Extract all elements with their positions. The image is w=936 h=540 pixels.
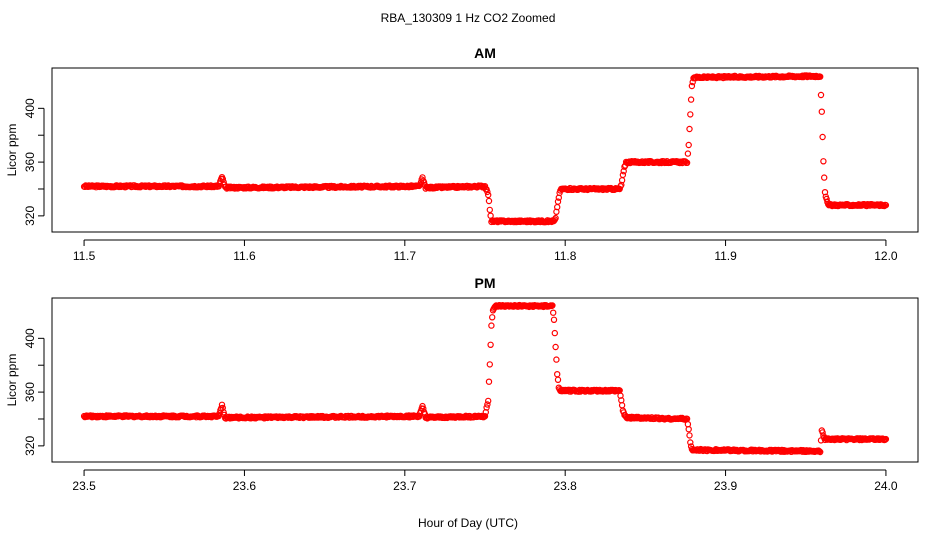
am-point (882, 201, 890, 209)
am-point (821, 174, 828, 181)
am-point (687, 111, 694, 118)
am-point (554, 198, 562, 205)
pm-point (218, 401, 226, 408)
am-y-tick-label: 320 (23, 206, 37, 226)
am-point (818, 108, 826, 115)
pm-point (488, 322, 495, 329)
am-point (481, 182, 489, 190)
pm-x-tick-label: 23.9 (714, 479, 738, 493)
pm-plot-frame (51, 297, 919, 463)
am-point (817, 91, 825, 99)
am-point (485, 191, 492, 199)
am-x-tick-label: 11.8 (554, 249, 577, 263)
am-point (552, 214, 559, 222)
am-point (683, 159, 691, 166)
am-y-tick-label: 360 (23, 152, 37, 172)
pm-point (553, 356, 560, 363)
am-point (684, 150, 692, 157)
am-point (484, 188, 491, 196)
pm-point (420, 405, 427, 412)
pm-y-tick-label: 360 (23, 382, 37, 402)
figure-title: RBA_130309 1 Hz CO2 Zoomed (381, 11, 556, 25)
am-plot-frame (51, 67, 919, 233)
pm-x-tick-label: 23.7 (393, 479, 417, 493)
am-panel-title: AM (474, 45, 496, 61)
am-x-tick-label: 11.9 (714, 249, 737, 263)
pm-point (552, 343, 559, 351)
am-point (820, 158, 827, 165)
pm-x-tick-label: 24.0 (874, 479, 898, 493)
pm-y-tick-label: 320 (23, 436, 37, 456)
pm-point (485, 378, 493, 385)
am-x-tick-label: 12.0 (874, 249, 898, 263)
am-point (817, 73, 824, 80)
pm-x-tick-label: 23.6 (233, 479, 257, 493)
pm-point (687, 439, 694, 446)
pm-panel: PM Licor ppm 23.5 23.6 23.7 23.8 23.9 24.0 320 36… (5, 275, 919, 493)
pm-x-tick-label: 23.5 (72, 479, 96, 493)
pm-point (817, 448, 824, 456)
am-point (219, 175, 226, 183)
pm-point (551, 329, 559, 337)
pm-point (550, 309, 557, 316)
am-x-tick-label: 11.6 (233, 249, 256, 263)
am-point (486, 206, 493, 214)
pm-point (489, 314, 496, 321)
pm-point (416, 413, 423, 420)
am-point (687, 96, 695, 103)
pm-y-tick-label: 400 (23, 328, 37, 348)
am-data-points (80, 72, 890, 226)
pm-point (618, 402, 626, 409)
pm-y-axis-label: Licor ppm (5, 354, 19, 407)
pm-point (219, 404, 226, 412)
pm-point (882, 435, 890, 443)
am-point (819, 133, 826, 141)
am-x-tick-label: 11.5 (73, 249, 96, 263)
pm-point (819, 429, 826, 436)
pm-point (549, 302, 556, 309)
am-point (485, 197, 493, 205)
am-point (688, 82, 696, 90)
pm-x-tick-label: 23.8 (554, 479, 578, 493)
pm-point (483, 404, 490, 411)
am-panel: AM Licor ppm 11.5 11.6 11.7 11.8 11.9 12.0 320 36… (5, 45, 919, 263)
pm-point (550, 316, 558, 323)
pm-point (554, 371, 561, 378)
am-y-axis-label: Licor ppm (5, 124, 19, 177)
pm-point (686, 432, 693, 439)
pm-point (485, 397, 492, 405)
pm-point (685, 426, 692, 433)
pm-panel-title: PM (475, 275, 496, 291)
am-y-tick-label: 400 (23, 98, 37, 118)
figure-x-axis-label: Hour of Day (UTC) (418, 516, 518, 530)
am-point (619, 171, 627, 179)
pm-point (486, 361, 493, 368)
pm-point (554, 376, 562, 383)
am-point (686, 125, 693, 133)
pm-point (684, 421, 692, 428)
am-x-tick-label: 11.7 (394, 249, 417, 263)
pm-data-points (80, 301, 890, 456)
pm-point (481, 413, 489, 420)
pm-point (487, 341, 494, 348)
am-point (685, 141, 692, 149)
am-point (416, 182, 423, 190)
pm-point (484, 401, 491, 408)
